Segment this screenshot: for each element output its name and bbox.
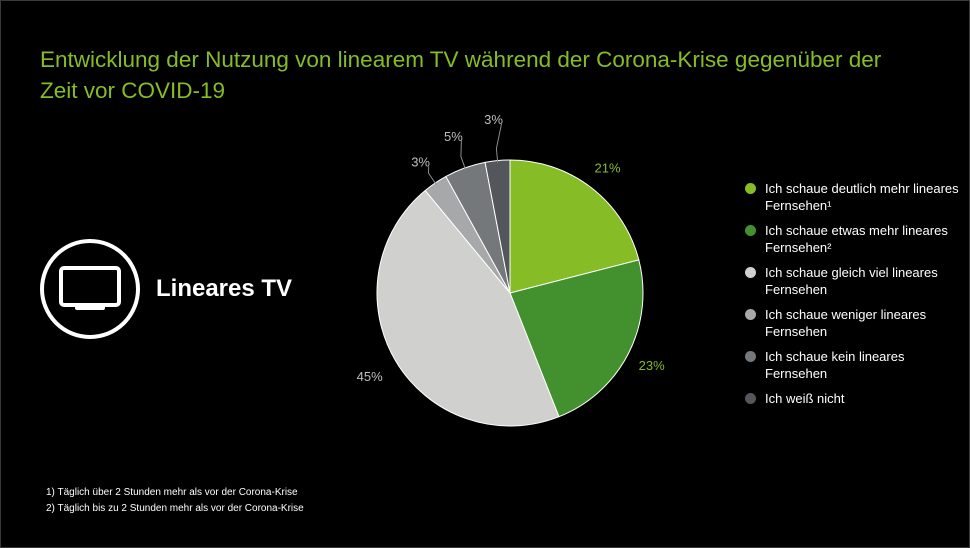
legend-marker [745, 309, 756, 320]
legend-label: Ich schaue weniger lineares Fernsehen [765, 307, 927, 339]
footnote: 1) Täglich über 2 Stunden mehr als vor d… [46, 487, 298, 498]
legend-item: Ich weiß nicht [745, 390, 960, 407]
pie-slice [509, 259, 644, 418]
legend-label: Ich weiß nicht [765, 391, 845, 406]
legend-marker [745, 225, 756, 236]
footnotes: 1) Täglich über 2 Stunden mehr als vor d… [46, 485, 304, 517]
legend-item: Ich schaue gleich viel lineares Fernsehe… [745, 264, 960, 298]
legend-label: Ich schaue etwas mehr lineares Fernsehen… [765, 223, 948, 255]
legend-item: Ich schaue etwas mehr lineares Fernsehen… [745, 222, 960, 256]
legend-item: Ich schaue weniger lineares Fernsehen [745, 306, 960, 340]
pie-slice [376, 189, 560, 427]
legend-label: Ich schaue deutlich mehr lineares Fernse… [765, 181, 959, 213]
pie-chart: 21% 23% 45% 3% 5% 3% [357, 112, 665, 427]
data-label: 3% [484, 112, 503, 127]
legend-marker [745, 351, 756, 362]
legend-marker [745, 267, 756, 278]
data-label: 23% [639, 358, 665, 373]
label-leader-line [460, 140, 467, 170]
footnote: 2) Täglich bis zu 2 Stunden mehr als vor… [46, 503, 304, 514]
legend-marker [745, 393, 756, 404]
legend-item: Ich schaue kein lineares Fernsehen [745, 348, 960, 382]
label-leader-line [495, 123, 502, 163]
category-label: Lineares TV [156, 275, 293, 302]
legend-label: Ich schaue gleich viel lineares Fernsehe… [765, 265, 938, 297]
label-leader-line [427, 166, 437, 185]
pie-slice [509, 159, 640, 294]
slide-title: Entwicklung der Nutzung von linearem TV … [40, 47, 882, 103]
data-label: 5% [444, 129, 463, 144]
legend-item: Ich schaue deutlich mehr lineares Fernse… [745, 180, 960, 214]
legend-marker [745, 183, 756, 194]
data-label: 3% [411, 155, 430, 170]
tv-icon [40, 239, 140, 339]
data-label: 45% [357, 369, 383, 384]
chart-legend: Ich schaue deutlich mehr lineares Fernse… [745, 180, 960, 415]
category-block: Lineares TV [40, 239, 292, 339]
legend-label: Ich schaue kein lineares Fernsehen [765, 349, 905, 381]
data-label: 21% [594, 160, 620, 175]
